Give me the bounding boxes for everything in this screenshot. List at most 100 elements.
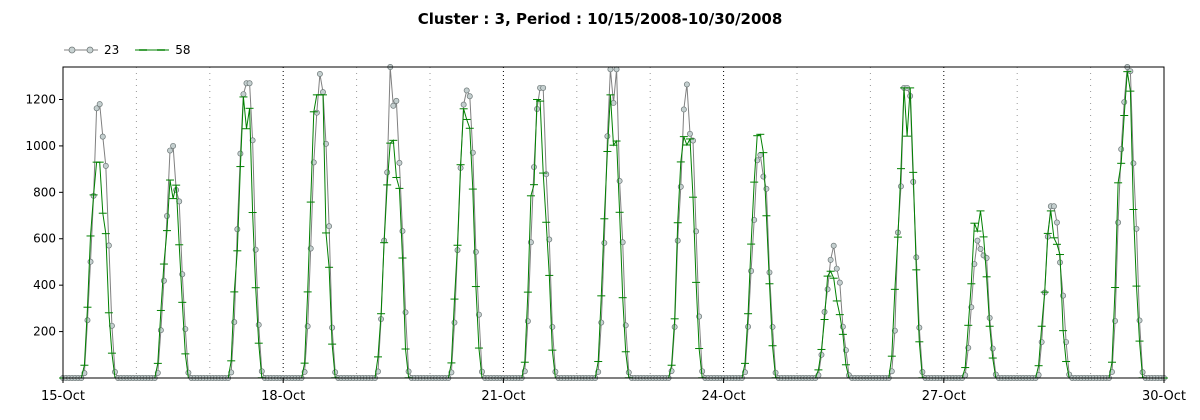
data-point-23 [375,368,381,375]
x-tick-label: 18-Oct [261,389,305,404]
data-point-23 [974,237,981,244]
data-point-23 [1063,339,1070,345]
legend-label-series-23: 23 [104,43,120,57]
legend-swatch-series-58 [135,49,170,51]
y-tick-label: 1000 [25,139,56,153]
data-point-23 [604,133,611,140]
data-point-23 [836,279,843,286]
data-point-23 [760,173,767,180]
data-point-23 [460,101,467,108]
data-point-23 [320,89,326,96]
data-point-23 [613,66,620,73]
data-point-23 [757,152,764,158]
data-point-23 [393,97,400,104]
data-point-23 [93,105,100,112]
data-point-23 [228,369,235,376]
data-point-23 [683,81,690,88]
y-tick-label: 1200 [25,92,56,106]
data-point-23 [105,242,112,249]
data-point-23 [170,142,177,149]
data-point-23 [1050,203,1057,210]
data-point-23 [167,147,173,154]
series-line-58 [63,71,1164,379]
data-point-23 [316,71,323,77]
data-point-23 [619,239,626,246]
data-point-23 [610,100,617,106]
data-point-23 [466,93,473,100]
data-point-23 [323,140,329,147]
data-point-23 [384,169,391,176]
data-point-23 [1054,219,1060,226]
chart-title: Cluster : 3, Period : 10/15/2008-10/30/2… [417,10,783,28]
grid-layer [135,67,1092,378]
data-point-23 [112,369,118,375]
data-point-23 [748,268,755,274]
x-tick-label: 27-Oct [922,389,966,404]
series-23 [60,64,1167,381]
data-point-23 [390,102,397,109]
data-point-23 [451,319,458,326]
data-point-23 [607,66,614,73]
data-point-23 [888,368,895,375]
data-point-23 [1121,99,1128,105]
data-point-23 [87,258,94,265]
data-point-23 [971,261,978,267]
data-point-23 [399,228,406,235]
series-58 [59,71,1168,379]
x-tick-label: 24-Oct [702,389,746,404]
data-point-23 [329,324,336,331]
data-point-23 [326,223,333,230]
data-point-23 [687,130,693,137]
data-point-23 [751,216,758,223]
data-point-23 [827,256,834,263]
data-point-23 [531,164,537,170]
data-point-23 [234,226,241,233]
x-tick-label: 15-Oct [41,389,85,404]
data-point-23 [102,162,109,169]
plot-frame [62,66,1165,379]
y-tick-label: 800 [33,185,56,199]
data-point-23 [830,242,837,249]
legend-swatch-series-23 [64,46,98,54]
data-point-23 [1115,219,1122,226]
data-point-23 [674,237,681,244]
data-point-23 [769,323,776,330]
data-point-23 [1130,160,1137,167]
data-point-23 [833,265,840,272]
data-point-23 [891,327,898,334]
data-point-23 [108,322,115,329]
series-layer [59,64,1168,381]
data-point-23 [546,236,553,243]
data-point-23 [1136,317,1143,324]
data-point-23 [989,345,996,352]
data-point-23 [402,309,409,316]
data-point-23 [1118,146,1125,153]
data-point-23 [680,106,687,113]
data-point-23 [255,321,262,328]
data-point-23 [898,183,904,190]
data-point-23 [916,324,923,331]
axis-layer: 200 400 600 800 1000 1200 15-Oct 18-Oct 21-Oct 24… [25,92,1186,404]
data-point-23 [745,323,752,330]
data-point-23 [157,327,164,334]
data-point-23 [246,80,253,87]
data-point-23 [84,317,91,324]
data-point-23 [396,159,403,166]
y-tick-label: 200 [33,325,56,339]
data-point-23 [977,246,984,252]
legend-item-series-23: 23 [64,43,119,57]
data-point-23 [160,277,167,284]
x-tick-label: 21-Oct [481,389,525,404]
data-point-23 [99,133,106,140]
data-point-23 [313,109,320,116]
data-point-23 [164,213,170,219]
data-point-23 [240,91,247,98]
y-tick-label: 400 [33,278,56,292]
data-point-23 [96,101,103,108]
data-point-23 [824,286,831,293]
x-tick-label: 30-Oct [1142,389,1186,404]
data-point-23 [472,249,479,255]
data-point-23 [249,137,256,144]
data-point-23 [549,323,556,330]
